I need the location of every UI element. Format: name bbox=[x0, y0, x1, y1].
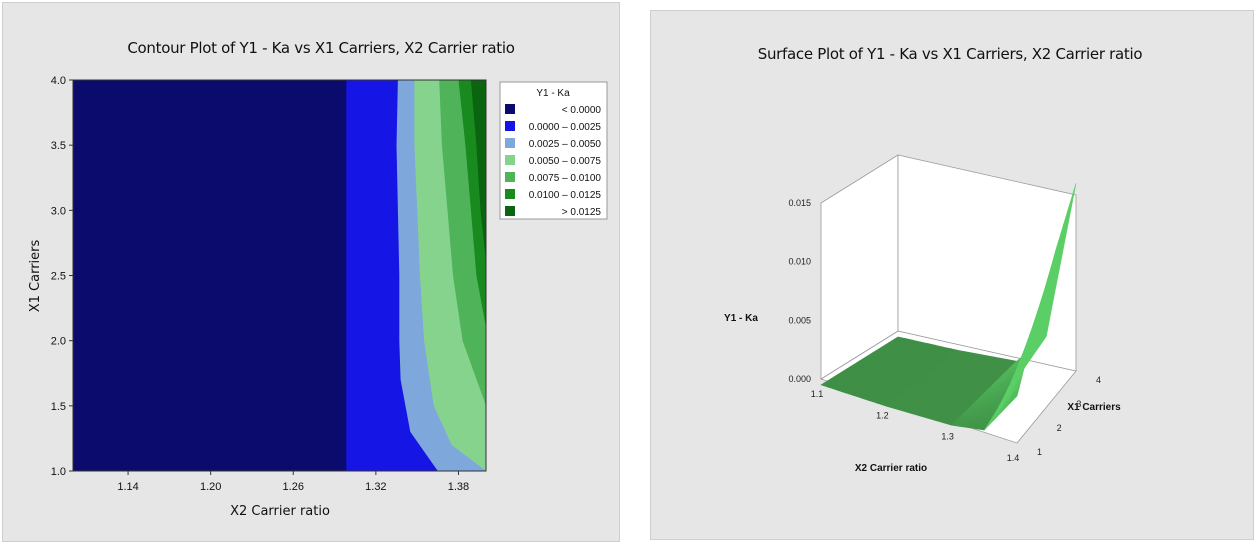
surface-y-tick-label: 1 bbox=[1037, 447, 1042, 457]
surface-z-tick-label: 0.000 bbox=[788, 374, 811, 384]
surface-plot-panel: Surface Plot of Y1 - Ka vs X1 Carriers, … bbox=[650, 10, 1254, 540]
surface-x-tick-label: 1.3 bbox=[941, 432, 954, 442]
contour-legend: Y1 - Ka < 0.0000 0.0000 – 0.0025 0.0025 – 0… bbox=[499, 81, 608, 220]
contour-regions bbox=[73, 80, 486, 471]
surface-plot-svg: Surface Plot of Y1 - Ka vs X1 Carriers, … bbox=[724, 45, 1143, 474]
contour-legend-label: 0.0050 – 0.0075 bbox=[529, 156, 602, 167]
contour-y-tick-label: 4.0 bbox=[51, 75, 66, 87]
contour-legend-label: 0.0000 – 0.0025 bbox=[529, 122, 602, 133]
contour-legend-label: 0.0075 – 0.0100 bbox=[529, 173, 602, 184]
contour-y-ticks: 1.0 1.5 2.0 2.5 3.0 3.5 4.0 bbox=[51, 75, 73, 478]
surface-x-axis-label: X2 Carrier ratio bbox=[855, 463, 927, 474]
surface-patch bbox=[1008, 386, 1020, 405]
contour-plot-panel: Contour Plot of Y1 - Ka vs X1 Carriers, … bbox=[2, 2, 620, 542]
contour-legend-swatch bbox=[505, 189, 515, 199]
surface-title: Surface Plot of Y1 - Ka vs X1 Carriers, … bbox=[758, 45, 1143, 63]
contour-y-tick-label: 2.0 bbox=[51, 336, 66, 348]
contour-band-6 bbox=[470, 80, 486, 471]
contour-legend-swatch bbox=[505, 206, 515, 216]
surface-x-tick-label: 1.1 bbox=[811, 389, 824, 399]
surface-x-tick-label: 1.2 bbox=[876, 410, 889, 420]
contour-legend-swatch bbox=[505, 121, 515, 131]
contour-x-tick-label: 1.38 bbox=[448, 481, 469, 493]
surface-y-tick-label: 4 bbox=[1096, 375, 1101, 385]
contour-legend-label: < 0.0000 bbox=[562, 105, 602, 116]
surface-y-tick-label: 2 bbox=[1057, 423, 1062, 433]
contour-legend-swatch bbox=[505, 155, 515, 165]
surface-x-tick-label: 1.4 bbox=[1007, 453, 1020, 463]
contour-x-ticks: 1.14 1.20 1.26 1.32 1.38 bbox=[117, 471, 469, 493]
contour-y-tick-label: 1.0 bbox=[51, 466, 66, 478]
surface-y-axis-label: X1 Carriers bbox=[1067, 402, 1121, 413]
contour-legend-swatch bbox=[505, 172, 515, 182]
contour-x-tick-label: 1.26 bbox=[283, 481, 304, 493]
surface-mesh bbox=[820, 183, 1077, 431]
surface-z-tick-label: 0.010 bbox=[788, 257, 811, 267]
contour-legend-label: > 0.0125 bbox=[562, 207, 602, 218]
contour-x-tick-label: 1.32 bbox=[365, 481, 386, 493]
contour-legend-label: 0.0100 – 0.0125 bbox=[529, 190, 602, 201]
contour-x-tick-label: 1.14 bbox=[117, 481, 138, 493]
contour-legend-title: Y1 - Ka bbox=[536, 88, 570, 99]
surface-ticks: 0.000 0.005 0.010 0.015 1.1 1.2 1.3 1.4 1 2 3 4 bbox=[788, 198, 1101, 463]
contour-y-axis-label: X1 Carriers bbox=[28, 240, 43, 313]
contour-legend-swatch bbox=[505, 104, 515, 114]
contour-y-tick-label: 2.5 bbox=[51, 271, 66, 283]
contour-legend-swatch bbox=[505, 138, 515, 148]
contour-legend-label: 0.0025 – 0.0050 bbox=[529, 139, 602, 150]
contour-y-tick-label: 3.0 bbox=[51, 205, 66, 217]
contour-plot-svg: Contour Plot of Y1 - Ka vs X1 Carriers, … bbox=[28, 39, 608, 519]
surface-wall-back bbox=[897, 154, 1077, 372]
contour-x-tick-label: 1.20 bbox=[200, 481, 221, 493]
contour-title: Contour Plot of Y1 - Ka vs X1 Carriers, … bbox=[127, 39, 514, 57]
surface-y-tick-label: 3 bbox=[1076, 399, 1081, 409]
surface-z-tick-label: 0.005 bbox=[788, 315, 811, 325]
contour-legend-box bbox=[499, 81, 608, 220]
contour-y-tick-label: 3.5 bbox=[51, 140, 66, 152]
surface-z-axis-label: Y1 - Ka bbox=[724, 313, 758, 324]
contour-x-axis-label: X2 Carrier ratio bbox=[230, 504, 330, 519]
surface-z-tick-label: 0.015 bbox=[788, 198, 811, 208]
contour-y-tick-label: 1.5 bbox=[51, 401, 66, 413]
